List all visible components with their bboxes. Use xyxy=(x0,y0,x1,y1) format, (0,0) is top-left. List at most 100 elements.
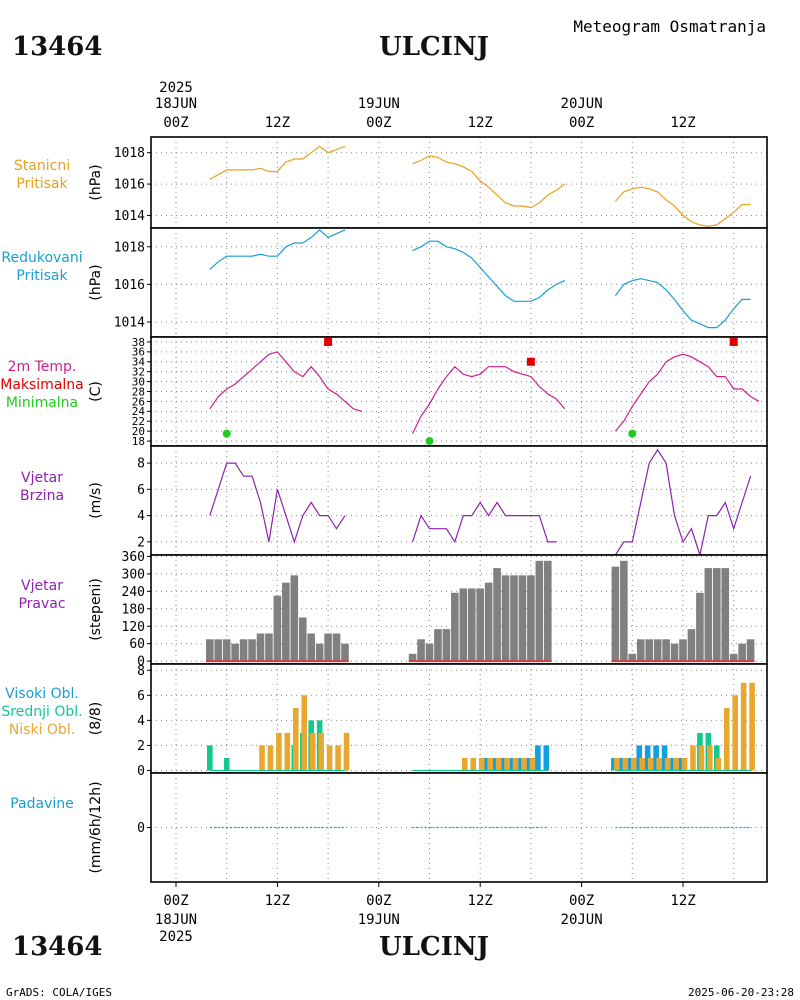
time-hour-top: 00Z xyxy=(366,115,391,131)
time-hour-bottom: 00Z xyxy=(163,893,188,909)
time-year-bottom: 2025 xyxy=(159,929,193,945)
panel-title-line: Pritisak xyxy=(16,176,68,192)
cloud-bar xyxy=(223,757,230,771)
panel-title-line: Minimalna xyxy=(6,395,78,411)
cloud-bar xyxy=(543,745,550,771)
wind-direction-bar xyxy=(290,575,299,662)
wind-direction-bar xyxy=(434,629,442,662)
y-tick-label: 1018 xyxy=(114,146,145,161)
panel-title-line: Padavine xyxy=(10,796,74,812)
cloud-bar xyxy=(535,745,541,771)
wind-direction-bar xyxy=(484,582,493,662)
cloud-bar xyxy=(478,757,485,771)
time-hour-top: 12Z xyxy=(468,115,493,131)
panel-background xyxy=(151,137,767,228)
cloud-bar xyxy=(715,757,722,771)
cloud-bar xyxy=(318,732,324,771)
panel-wind-direction: 0 60 120 180 240 300 360 (stepeni) Vjetar Pravac xyxy=(18,550,768,670)
cloud-bar xyxy=(636,745,643,771)
panel-title-line: Vjetar xyxy=(21,578,63,594)
cloud-bar xyxy=(301,695,308,771)
cloud-bar xyxy=(681,757,688,771)
cloud-bar xyxy=(664,757,671,771)
cloud-bar xyxy=(656,757,662,771)
tmin-marker xyxy=(628,429,637,438)
y-tick-label: 1014 xyxy=(114,316,145,331)
y-tick-label: 8 xyxy=(137,457,145,472)
cloud-bar xyxy=(284,732,291,771)
panel-title-line: Visoki Obl. xyxy=(5,686,79,702)
panel-precipitation: 0 (mm/6h/12h) Padavine xyxy=(10,772,768,883)
wind-direction-bar xyxy=(425,643,434,662)
y-tick-label: 0 xyxy=(137,821,145,836)
wind-direction-bar xyxy=(527,575,535,662)
cloud-bar xyxy=(521,757,527,771)
wind-direction-bar xyxy=(653,639,662,662)
cloud-bar xyxy=(309,732,316,771)
wind-direction-bar xyxy=(645,639,653,662)
tmin-marker xyxy=(222,429,231,438)
cloud-bar xyxy=(628,757,634,771)
cloud-bar xyxy=(647,757,654,771)
panel-frame xyxy=(150,772,768,883)
y-axis-label: (mm/6h/12h) xyxy=(88,781,104,873)
wind-direction-bar xyxy=(721,568,730,662)
cloud-bar xyxy=(501,757,507,771)
panel-station-pressure: 1014 1016 1018 (hPa) Stanicni Pritisak xyxy=(14,136,768,229)
cloud-bar xyxy=(732,695,738,771)
y-tick-label: 4 xyxy=(137,509,145,524)
y-tick-label: 24 xyxy=(132,405,146,418)
wind-direction-bar xyxy=(746,639,755,662)
panel-title-line: Maksimalna xyxy=(0,377,84,393)
wind-direction-bar xyxy=(206,639,214,662)
wind-direction-bar xyxy=(679,639,687,662)
y-tick-label: 30 xyxy=(132,375,145,388)
tmin-marker xyxy=(425,437,434,446)
y-tick-label: 0 xyxy=(137,764,145,779)
wind-direction-bar xyxy=(341,643,349,662)
panel-background xyxy=(151,337,767,446)
y-tick-label: 2 xyxy=(137,739,145,754)
panel-background xyxy=(151,446,767,555)
footer-timestamp: 2025-06-20-23:28 xyxy=(688,986,794,999)
cloud-bar xyxy=(512,757,519,771)
time-year-top: 2025 xyxy=(159,80,193,96)
cloud-bar xyxy=(749,682,755,771)
y-axis-label: (hPa) xyxy=(88,164,104,200)
series-line xyxy=(209,145,751,228)
cloud-bar xyxy=(293,707,299,771)
y-tick-label: 32 xyxy=(132,366,145,379)
wind-direction-bar xyxy=(467,588,476,662)
cloud-bar xyxy=(723,707,730,771)
panel-wind-speed: 2 4 6 8 (m/s) Vjetar Brzina xyxy=(20,445,768,558)
y-axis-label: (C) xyxy=(88,381,104,402)
y-tick-label: 60 xyxy=(129,637,145,652)
series-line xyxy=(209,448,752,558)
wind-direction-bar xyxy=(256,633,265,662)
y-tick-label: 1018 xyxy=(114,240,145,255)
y-tick-label: 8 xyxy=(137,664,145,679)
wind-direction-bar xyxy=(239,639,248,662)
cloud-bar xyxy=(611,757,617,771)
wind-direction-bar xyxy=(510,575,518,662)
wind-direction-bar xyxy=(628,653,637,662)
cloud-bar xyxy=(326,745,333,771)
wind-direction-bar xyxy=(231,643,239,662)
time-date-top: 20JUN xyxy=(561,96,603,112)
cloud-bar xyxy=(484,757,490,771)
wind-direction-bar xyxy=(248,639,256,662)
tmax-marker xyxy=(729,337,738,346)
cloud-bar xyxy=(673,757,679,771)
time-date-top: 19JUN xyxy=(358,96,400,112)
time-date-bottom: 19JUN xyxy=(358,912,400,928)
wind-direction-bar xyxy=(417,639,425,662)
station-id-bottom: 13464 xyxy=(12,932,102,962)
y-axis-label: (stepeni) xyxy=(88,578,104,641)
cloud-bar xyxy=(495,757,502,771)
y-tick-label: 1016 xyxy=(114,278,145,293)
cloud-bar xyxy=(259,745,265,771)
y-tick-label: 240 xyxy=(122,585,145,600)
wind-direction-bar xyxy=(687,629,696,662)
